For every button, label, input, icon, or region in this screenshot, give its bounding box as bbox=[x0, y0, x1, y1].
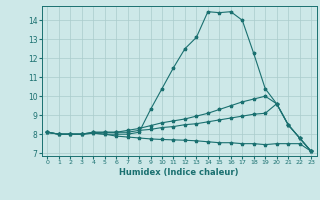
X-axis label: Humidex (Indice chaleur): Humidex (Indice chaleur) bbox=[119, 168, 239, 177]
